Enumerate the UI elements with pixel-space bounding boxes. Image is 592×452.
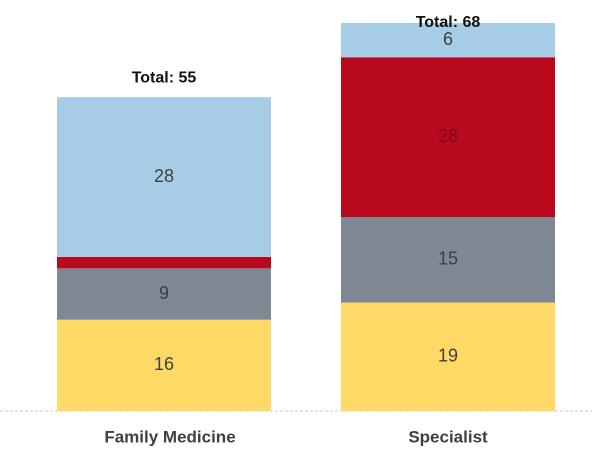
bar-segment [57,256,271,269]
segment-label: 28 [438,126,458,146]
segment-label: 16 [154,354,174,374]
x-tick-label: Family Medicine [104,427,235,446]
total-label: Total: 55 [132,69,197,86]
segment-label: 19 [438,346,458,366]
total-label: Total: 68 [416,14,481,31]
segment-label: 9 [159,283,169,303]
segment-label: 15 [438,249,458,269]
bar-segment [341,57,555,218]
bar-segment [57,319,271,411]
bar-segment [341,217,555,303]
segment-label: 28 [154,166,174,186]
bar-segment [341,23,555,58]
bar-segment [57,97,271,257]
x-tick-label: Specialist [408,427,488,446]
bar-segment [341,302,555,411]
segment-label: 6 [443,29,453,49]
bar-segment [57,268,271,320]
